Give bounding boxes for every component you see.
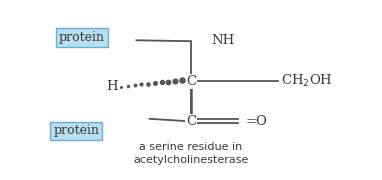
Text: protein: protein	[59, 31, 105, 44]
Text: a serine residue in
acetylcholinesterase: a serine residue in acetylcholinesterase	[133, 142, 249, 165]
Text: =O: =O	[246, 115, 267, 128]
Text: H: H	[106, 80, 118, 93]
Text: NH: NH	[212, 34, 235, 47]
Text: C: C	[186, 115, 196, 128]
Text: C: C	[186, 75, 196, 88]
Text: CH$_2$OH: CH$_2$OH	[282, 73, 333, 89]
Text: protein: protein	[53, 125, 99, 138]
